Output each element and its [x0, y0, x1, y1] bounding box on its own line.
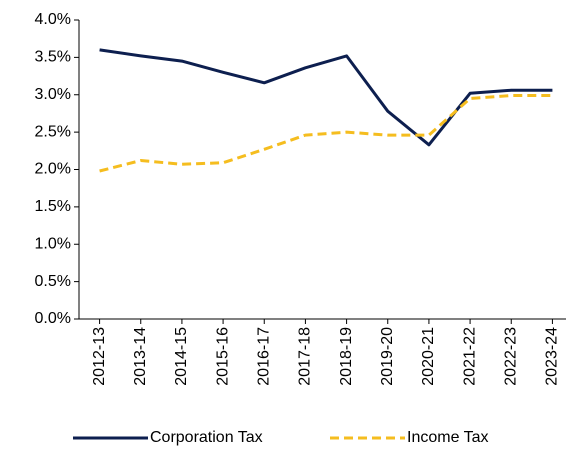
x-tick-label: 2018-19 — [338, 327, 355, 386]
y-tick-label: 2.5% — [35, 123, 71, 140]
x-tick-label: 2014-15 — [173, 327, 190, 386]
y-tick-label: 4.0% — [35, 11, 71, 28]
x-tick-label: 2022-23 — [502, 327, 519, 386]
series-line — [99, 93, 553, 173]
y-tick-label: 3.0% — [35, 86, 71, 103]
legend-label: Income Tax — [407, 429, 489, 446]
x-tick-label: 2020-21 — [420, 327, 437, 386]
y-tick-label: 0.5% — [35, 273, 71, 290]
series-line — [99, 48, 553, 147]
legend-label: Corporation Tax — [150, 429, 263, 446]
x-tick-label: 2023-24 — [544, 327, 561, 386]
y-tick-label: 0.0% — [35, 310, 71, 327]
y-tick-label: 3.5% — [35, 49, 71, 66]
x-tick-label: 2019-20 — [379, 327, 396, 386]
y-tick-label: 1.5% — [35, 198, 71, 215]
x-tick-label: 2013-14 — [132, 327, 149, 386]
x-tick-label: 2021-22 — [461, 327, 478, 386]
y-tick-label: 1.0% — [35, 235, 71, 252]
x-tick-label: 2015-16 — [214, 327, 231, 386]
x-tick-label: 2017-18 — [297, 327, 314, 386]
x-tick-label: 2012-13 — [91, 327, 108, 386]
x-tick-label: 2016-17 — [255, 327, 272, 386]
y-tick-label: 2.0% — [35, 161, 71, 178]
